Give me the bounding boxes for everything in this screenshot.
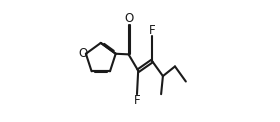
Text: F: F [134,94,140,107]
Text: O: O [124,12,133,25]
Text: F: F [149,24,155,37]
Text: O: O [79,47,88,60]
